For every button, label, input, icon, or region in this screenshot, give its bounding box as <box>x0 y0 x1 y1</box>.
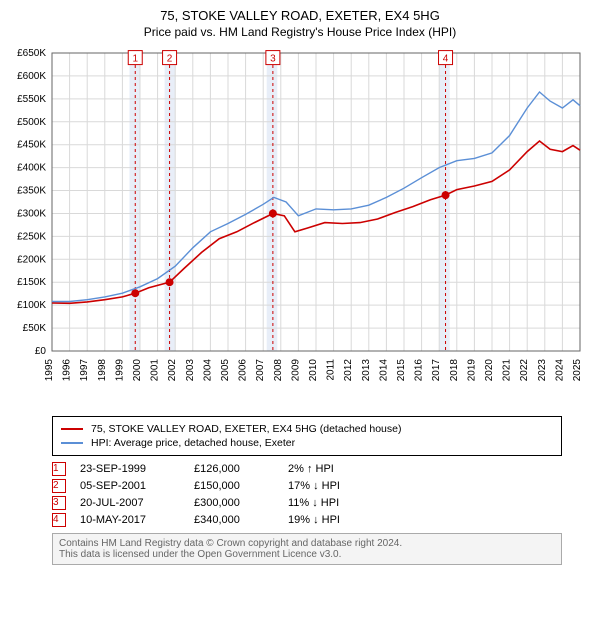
footer-line-2: This data is licensed under the Open Gov… <box>59 549 555 560</box>
svg-text:2000: 2000 <box>132 359 143 382</box>
svg-text:1996: 1996 <box>62 359 73 382</box>
price-chart: £0 £50K £100K £150K £200K £250K £300K £350K £400… <box>8 45 592 405</box>
transaction-hpi-delta: 17% ↓ HPI <box>288 480 398 492</box>
legend-swatch <box>61 442 83 444</box>
transaction-marker: 1 <box>52 462 66 476</box>
svg-text:1995: 1995 <box>44 359 55 382</box>
svg-text:2012: 2012 <box>343 359 354 382</box>
svg-text:2015: 2015 <box>396 359 407 382</box>
legend-swatch <box>61 428 83 430</box>
svg-text:2025: 2025 <box>572 359 583 382</box>
svg-text:£150K: £150K <box>17 277 46 288</box>
svg-text:2018: 2018 <box>449 359 460 382</box>
transaction-price: £126,000 <box>194 463 274 475</box>
svg-text:£300K: £300K <box>17 208 46 219</box>
svg-text:4: 4 <box>443 54 449 65</box>
svg-text:2024: 2024 <box>554 359 565 382</box>
transaction-hpi-delta: 11% ↓ HPI <box>288 497 398 509</box>
transaction-date: 10-MAY-2017 <box>80 514 180 526</box>
transaction-price: £150,000 <box>194 480 274 492</box>
svg-text:2023: 2023 <box>537 359 548 382</box>
svg-text:2004: 2004 <box>202 359 213 382</box>
svg-text:£600K: £600K <box>17 71 46 82</box>
transaction-row: 1 23-SEP-1999 £126,000 2% ↑ HPI <box>52 462 562 476</box>
svg-text:2: 2 <box>167 54 173 65</box>
svg-text:1997: 1997 <box>79 359 90 382</box>
svg-text:£250K: £250K <box>17 231 46 242</box>
svg-text:2002: 2002 <box>167 359 178 382</box>
svg-text:3: 3 <box>270 54 276 65</box>
svg-text:1998: 1998 <box>97 359 108 382</box>
svg-text:2014: 2014 <box>378 359 389 382</box>
transaction-marker: 4 <box>52 513 66 527</box>
svg-text:£550K: £550K <box>17 94 46 105</box>
svg-text:£200K: £200K <box>17 254 46 265</box>
legend-item: HPI: Average price, detached house, Exet… <box>61 437 553 449</box>
chart-container: £0 £50K £100K £150K £200K £250K £300K £350K £400… <box>8 45 592 410</box>
transaction-row: 4 10-MAY-2017 £340,000 19% ↓ HPI <box>52 513 562 527</box>
svg-text:£100K: £100K <box>17 300 46 311</box>
svg-text:£350K: £350K <box>17 186 46 197</box>
legend-label: 75, STOKE VALLEY ROAD, EXETER, EX4 5HG (… <box>91 423 401 435</box>
svg-text:1999: 1999 <box>114 359 125 382</box>
svg-text:2013: 2013 <box>361 359 372 382</box>
transaction-hpi-delta: 19% ↓ HPI <box>288 514 398 526</box>
svg-text:2001: 2001 <box>150 359 161 382</box>
svg-text:2016: 2016 <box>414 359 425 382</box>
svg-text:2021: 2021 <box>502 359 513 382</box>
legend-label: HPI: Average price, detached house, Exet… <box>91 437 295 449</box>
svg-text:2010: 2010 <box>308 359 319 382</box>
transaction-date: 05-SEP-2001 <box>80 480 180 492</box>
svg-text:2008: 2008 <box>273 359 284 382</box>
transaction-hpi-delta: 2% ↑ HPI <box>288 463 398 475</box>
transaction-date: 23-SEP-1999 <box>80 463 180 475</box>
svg-text:2011: 2011 <box>326 359 337 381</box>
chart-subtitle: Price paid vs. HM Land Registry's House … <box>8 25 592 39</box>
svg-text:2017: 2017 <box>431 359 442 382</box>
transaction-price: £340,000 <box>194 514 274 526</box>
chart-title: 75, STOKE VALLEY ROAD, EXETER, EX4 5HG <box>8 8 592 23</box>
svg-text:2009: 2009 <box>290 359 301 382</box>
svg-text:£450K: £450K <box>17 140 46 151</box>
svg-text:£400K: £400K <box>17 163 46 174</box>
transaction-marker: 2 <box>52 479 66 493</box>
transaction-date: 20-JUL-2007 <box>80 497 180 509</box>
svg-text:2003: 2003 <box>185 359 196 382</box>
svg-text:2006: 2006 <box>238 359 249 382</box>
transactions-list: 1 23-SEP-1999 £126,000 2% ↑ HPI 2 05-SEP-2001… <box>52 462 562 527</box>
svg-text:£650K: £650K <box>17 48 46 59</box>
svg-text:2005: 2005 <box>220 359 231 382</box>
svg-text:1: 1 <box>132 54 138 65</box>
svg-text:2022: 2022 <box>519 359 530 382</box>
svg-text:2019: 2019 <box>466 359 477 382</box>
transaction-price: £300,000 <box>194 497 274 509</box>
svg-text:£50K: £50K <box>23 323 47 334</box>
svg-text:£0: £0 <box>35 346 47 357</box>
transaction-row: 2 05-SEP-2001 £150,000 17% ↓ HPI <box>52 479 562 493</box>
svg-text:2020: 2020 <box>484 359 495 382</box>
legend-item: 75, STOKE VALLEY ROAD, EXETER, EX4 5HG (… <box>61 423 553 435</box>
svg-text:£500K: £500K <box>17 117 46 128</box>
legend: 75, STOKE VALLEY ROAD, EXETER, EX4 5HG (… <box>52 416 562 456</box>
footer-line-1: Contains HM Land Registry data © Crown c… <box>59 538 555 549</box>
svg-text:2007: 2007 <box>255 359 266 382</box>
footer-attribution: Contains HM Land Registry data © Crown c… <box>52 533 562 565</box>
transaction-row: 3 20-JUL-2007 £300,000 11% ↓ HPI <box>52 496 562 510</box>
transaction-marker: 3 <box>52 496 66 510</box>
